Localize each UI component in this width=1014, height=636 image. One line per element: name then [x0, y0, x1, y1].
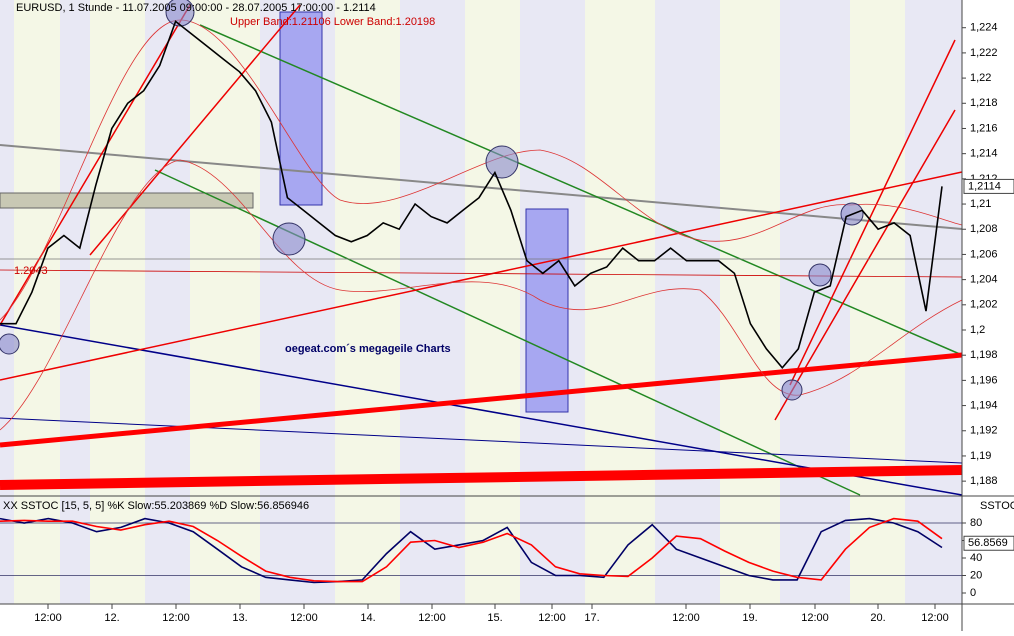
band-info: Upper Band:1.21106 Lower Band:1.20198	[230, 16, 435, 28]
marker-circle	[0, 333, 20, 355]
y-tick-label: 1,196	[970, 374, 998, 386]
x-tick-label: 19.	[742, 612, 757, 624]
bollinger-band	[0, 19, 963, 321]
marker-circle	[485, 145, 519, 179]
x-tick-label: 14.	[360, 612, 375, 624]
y-tick-label: 1,2	[970, 324, 985, 336]
y-tick-label: 1,206	[970, 248, 998, 260]
price-line	[0, 20, 943, 370]
stripe	[655, 0, 720, 604]
x-tick-label: 12:00	[290, 612, 318, 624]
y-tick-label: 20	[970, 569, 982, 581]
trendline	[0, 4, 191, 326]
y-tick-label: 1,21	[970, 198, 991, 210]
x-tick-label: 13.	[232, 612, 247, 624]
y-tick-label: 1,208	[970, 223, 998, 235]
marker-circle	[272, 222, 306, 256]
stripe	[400, 0, 465, 604]
y-tick-label: 40	[970, 552, 982, 564]
panel-title: XX SSTOC [15, 5, 5] %K Slow:55.203869 %D…	[3, 500, 309, 512]
price-line	[0, 517, 943, 583]
level-label: 1.2043	[14, 265, 48, 277]
y-tick-label: 1,204	[970, 274, 998, 286]
x-tick-label: 20.	[870, 612, 885, 624]
y-tick-label: 1,194	[970, 399, 998, 411]
markers	[0, 0, 864, 401]
panel-label: SSTOC	[980, 500, 1014, 512]
y-tick-label: 1,222	[970, 47, 998, 59]
y-tick-label: 1,216	[970, 122, 998, 134]
y-tick-label: 1,224	[970, 22, 998, 34]
x-tick-label: 12:00	[672, 612, 700, 624]
y-tick-label: 0	[970, 587, 976, 599]
trendline	[789, 39, 956, 386]
trendline	[0, 465, 963, 490]
stripe	[145, 0, 190, 604]
y-tick-label: 1,218	[970, 97, 998, 109]
y-tick-label: 1,202	[970, 299, 998, 311]
x-tick-label: 12.	[104, 612, 119, 624]
y-tick-label: 1,198	[970, 349, 998, 361]
x-tick-label: 12:00	[418, 612, 446, 624]
trendline	[0, 352, 963, 448]
x-tick-label: 12:00	[162, 612, 190, 624]
chart-title: EURUSD, 1 Stunde - 11.07.2005 09:00:00 -…	[16, 2, 376, 14]
stripe	[60, 0, 90, 604]
trendline	[89, 4, 301, 256]
y-tick-label: 1,192	[970, 425, 998, 437]
y-tick-label: 1,188	[970, 475, 998, 487]
y-tick-label: 80	[970, 517, 982, 529]
value-tag	[963, 535, 1014, 551]
trendline	[0, 324, 963, 496]
zone-box	[0, 192, 254, 209]
highlight-box	[525, 208, 569, 413]
x-tick-label: 12:00	[538, 612, 566, 624]
trendline	[0, 144, 963, 230]
trendline	[154, 169, 861, 496]
stripe	[0, 0, 14, 604]
x-tick-label: 12:00	[34, 612, 62, 624]
trendline	[199, 24, 963, 356]
marker-circle	[165, 0, 195, 27]
trendline	[774, 109, 956, 421]
y-tick-label: 1,19	[970, 450, 991, 462]
y-tick-label: 1,214	[970, 148, 998, 160]
x-tick-label: 12:00	[921, 612, 949, 624]
trendline	[0, 171, 963, 381]
value-tag-label: 1,2114	[968, 180, 1001, 192]
x-tick-label: 12:00	[801, 612, 829, 624]
stripe	[905, 0, 962, 604]
level-line	[0, 269, 963, 278]
day-stripes	[0, 0, 962, 604]
trendline	[0, 417, 963, 464]
value-tag	[963, 178, 1014, 194]
price-line	[0, 517, 943, 584]
marker-circle	[808, 263, 832, 287]
annotation: oegeat.com´s megageile Charts	[285, 343, 451, 355]
y-tick-label: 1,22	[970, 72, 991, 84]
value-tag-label: 56.8569	[968, 537, 1008, 549]
x-tick-label: 15.	[487, 612, 502, 624]
x-tick-label: 17.	[584, 612, 599, 624]
marker-circle	[781, 379, 803, 401]
